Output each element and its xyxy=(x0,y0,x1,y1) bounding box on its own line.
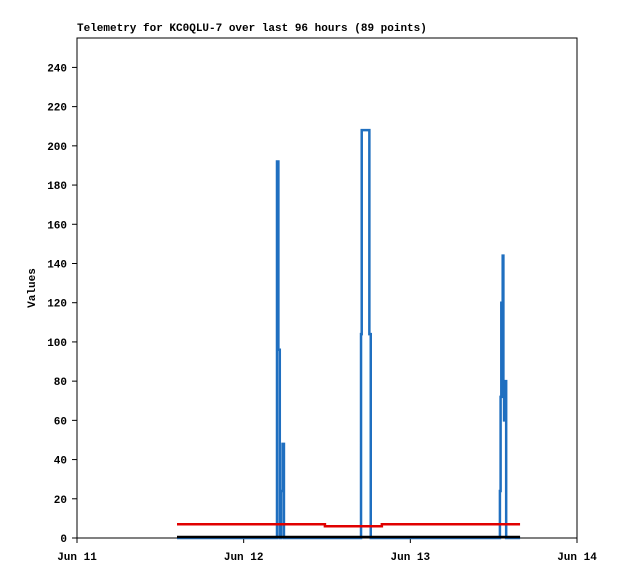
x-tick-label: Jun 11 xyxy=(57,552,97,564)
y-tick-label: 140 xyxy=(47,259,67,271)
chart-title: Telemetry for KC0QLU-7 over last 96 hour… xyxy=(77,23,427,35)
x-tick-label: Jun 13 xyxy=(391,552,431,564)
y-tick-label: 240 xyxy=(47,63,67,75)
y-tick-label: 120 xyxy=(47,299,67,311)
y-tick-label: 200 xyxy=(47,142,67,154)
y-axis-label: Values xyxy=(27,268,39,308)
y-tick-label: 40 xyxy=(54,456,67,468)
series-line xyxy=(177,523,521,528)
x-tick-label: Jun 14 xyxy=(557,552,597,564)
y-tick-label: 80 xyxy=(54,377,67,389)
y-tick-label: 20 xyxy=(54,495,67,507)
y-tick-label: 100 xyxy=(47,338,67,350)
x-tick-label: Jun 12 xyxy=(224,552,264,564)
y-tick-label: 0 xyxy=(60,534,67,546)
plot-frame xyxy=(76,37,578,539)
y-tick-label: 220 xyxy=(47,103,67,115)
y-tick-label: 160 xyxy=(47,220,67,232)
y-tick-label: 60 xyxy=(54,416,67,428)
y-tick-label: 180 xyxy=(47,181,67,193)
